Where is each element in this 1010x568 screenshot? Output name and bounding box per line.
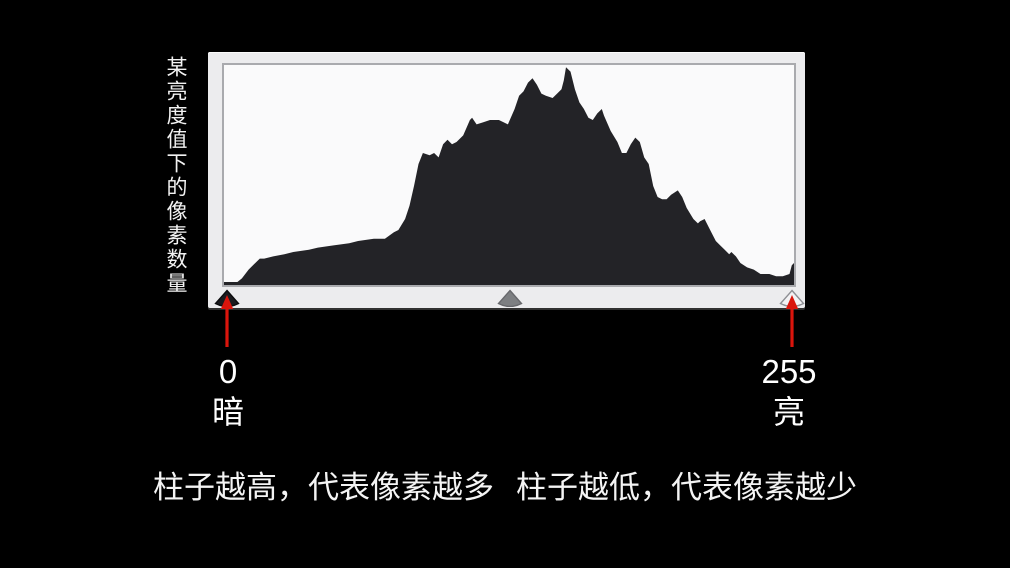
arrow-head: [220, 295, 234, 309]
histogram-svg: [224, 67, 794, 285]
scale-max-word: 亮: [772, 394, 805, 430]
histogram-chart-area: [222, 63, 796, 287]
arrow-head: [785, 295, 799, 309]
arrow-shaft: [790, 307, 794, 347]
midtone-slider[interactable]: [497, 289, 523, 307]
red-up-arrow-icon: [220, 295, 234, 347]
annotation-arrow-max: [785, 295, 799, 347]
caption-first: 柱子越高，代表像素越多: [153, 470, 494, 505]
midtone-slider-icon: [497, 289, 523, 307]
levels-histogram-panel: [208, 52, 805, 308]
y-axis-label: 某亮度值下的像素数量: [164, 56, 187, 296]
histogram-shape: [224, 67, 794, 285]
caption-second: 柱子越低，代表像素越少: [516, 470, 857, 505]
red-up-arrow-icon: [785, 295, 799, 347]
caption: 柱子越高，代表像素越多 柱子越低，代表像素越少: [0, 462, 1010, 507]
scale-min-value: 0: [218, 353, 238, 390]
scale-max-value: 255: [761, 353, 817, 390]
arrow-shaft: [225, 307, 229, 347]
scale-min-word: 暗: [211, 394, 244, 430]
annotation-arrow-min: [220, 295, 234, 347]
midtone-slider-triangle: [497, 289, 523, 307]
